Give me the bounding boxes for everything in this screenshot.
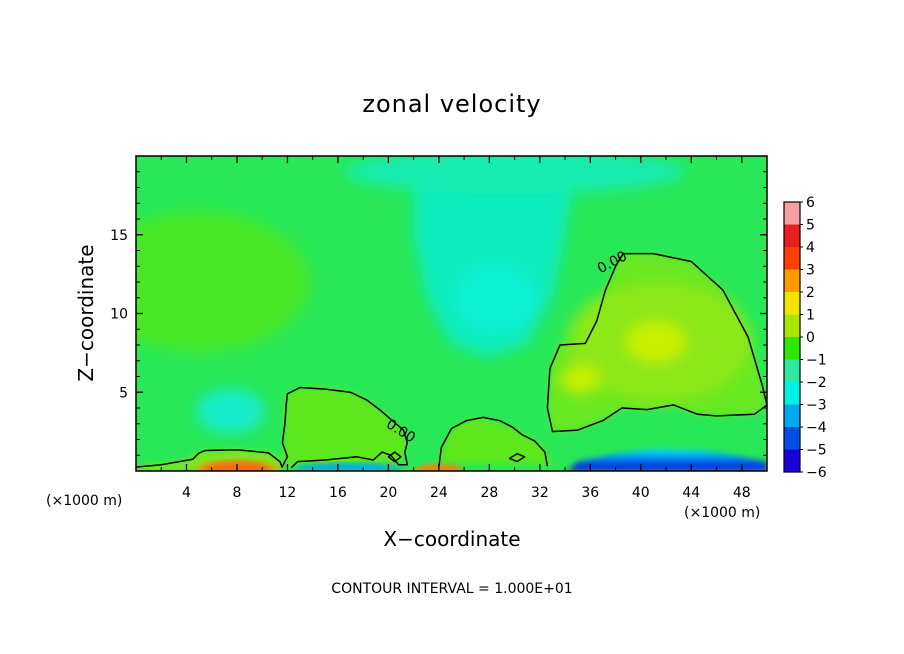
colorbar-label: 4	[806, 240, 815, 256]
mid-cell	[438, 417, 553, 465]
contour-central	[281, 386, 409, 469]
colorbar-segment	[784, 292, 800, 315]
colorbar-label: −6	[806, 465, 827, 481]
x-tick-label: 28	[480, 485, 498, 501]
x-tick-label: 48	[733, 485, 751, 501]
colorbar-label: −2	[806, 375, 827, 391]
colorbar-segment	[784, 382, 800, 405]
x-axis-label: X−coordinate	[383, 527, 520, 551]
x-tick-label: 32	[531, 485, 549, 501]
weak-minimum	[413, 156, 578, 358]
colorbar-label: −4	[806, 420, 827, 436]
colorbar-segment	[784, 224, 800, 248]
x-tick-label: 40	[632, 485, 650, 501]
contour-east-jet	[546, 252, 767, 433]
y-tick-label: 10	[110, 307, 128, 323]
west-upper	[136, 212, 310, 352]
x-tick-label: 36	[581, 485, 599, 501]
colorbar-segment	[784, 359, 800, 383]
contour-central-small	[387, 451, 402, 463]
low-pocket	[196, 389, 265, 434]
strong-easterly-flow	[567, 448, 767, 471]
colorbar-segment	[784, 337, 800, 360]
field-shading	[136, 156, 685, 434]
colorbar: 6 5 4 3 2 1 0 −1 −2 −3 −4 −5 −6	[783, 195, 827, 481]
colorbar-label: 0	[806, 330, 815, 346]
x-tick-label: 16	[329, 485, 347, 501]
minimum-core	[455, 262, 536, 333]
colorbar-label: −3	[806, 398, 827, 414]
x-unit-note-left: (×1000 m)	[46, 493, 122, 509]
x-tick-label: 44	[682, 485, 700, 501]
y-axis-label: Z−coordinate	[74, 244, 98, 381]
x-unit-note-right: (×1000 m)	[684, 505, 760, 521]
y-tick-label: 15	[110, 228, 128, 244]
contour-mid-small	[508, 452, 526, 463]
x-tick-label: 8	[232, 485, 241, 501]
surface-easterly-weak	[293, 463, 401, 471]
upper-band	[344, 156, 685, 194]
contour-interval-note: CONTOUR INTERVAL = 1.000E+01	[331, 581, 572, 597]
colorbar-segment	[784, 247, 800, 270]
jet-peak	[625, 321, 686, 362]
colorbar-label: 3	[806, 263, 815, 279]
colorbar-label: −5	[806, 443, 827, 459]
x-axis-ticks: 4 8 12 16 20 24 28 32 36 40 44 48	[160, 156, 751, 501]
zero-contours	[136, 252, 767, 469]
x-tick-label: 4	[182, 485, 191, 501]
contour-mid	[438, 416, 549, 467]
colorbar-segment	[784, 314, 800, 338]
colorbar-label: −1	[806, 353, 827, 369]
colorbar-label: 2	[806, 285, 815, 301]
colorbar-label: 5	[806, 218, 815, 234]
x-tick-label: 12	[279, 485, 297, 501]
x-tick-label: 20	[379, 485, 397, 501]
colorbar-segment	[784, 404, 800, 428]
colorbar-label: 6	[806, 195, 815, 211]
contour-western	[136, 448, 284, 469]
colorbar-segment	[784, 449, 800, 473]
velocity-field	[136, 156, 767, 471]
colorbar-segment	[784, 427, 800, 450]
y-tick-label: 5	[119, 385, 128, 401]
x-tick-label: 24	[430, 485, 448, 501]
colorbar-label: 1	[806, 308, 815, 324]
colorbar-segment	[784, 269, 800, 293]
y-axis-ticks: 5 10 15	[110, 171, 767, 456]
colorbar-segment	[784, 202, 800, 225]
chart-title: zonal velocity	[362, 90, 541, 118]
jet-secondary-peak	[560, 365, 601, 394]
